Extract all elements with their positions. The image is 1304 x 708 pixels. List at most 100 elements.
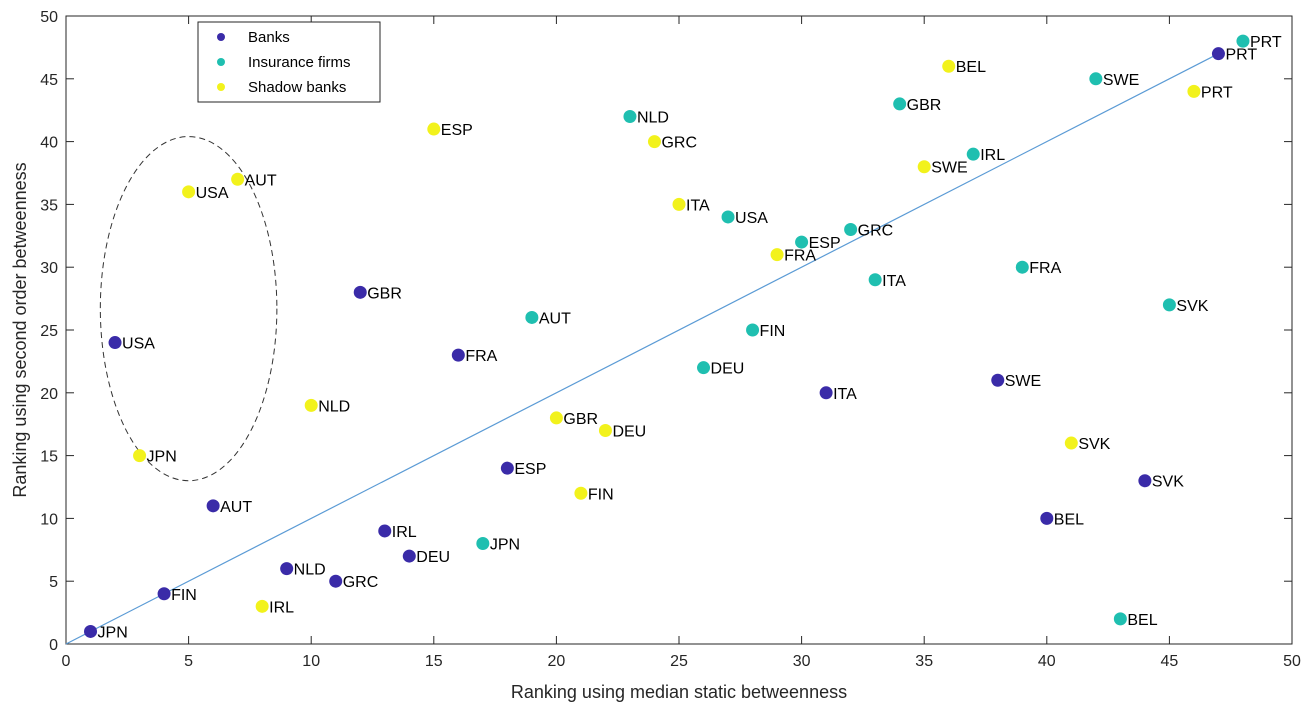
point-label: AUT — [220, 499, 252, 516]
data-points — [84, 34, 1250, 638]
y-tick-label: 20 — [40, 386, 58, 403]
y-tick-label: 25 — [40, 323, 58, 340]
point-label: SWE — [1005, 373, 1041, 390]
data-point — [966, 147, 980, 161]
data-point — [133, 449, 147, 463]
data-point — [549, 411, 563, 425]
data-point — [819, 386, 833, 400]
x-axis-label: Ranking using median static betweenness — [511, 682, 847, 702]
y-tick-label: 0 — [49, 637, 58, 654]
data-point — [917, 160, 931, 174]
legend-entry: Shadow banks — [248, 79, 346, 96]
data-point — [721, 210, 735, 224]
point-label: BEL — [956, 59, 986, 76]
legend-marker — [217, 83, 225, 91]
data-point — [868, 273, 882, 287]
point-label: AUT — [245, 172, 277, 189]
point-label: FIN — [171, 587, 197, 604]
y-tick-label: 15 — [40, 449, 58, 466]
point-label: NLD — [637, 109, 669, 126]
x-tick-label: 50 — [1283, 653, 1301, 670]
reference-line-layer — [65, 53, 1219, 645]
point-label: PRT — [1225, 47, 1257, 64]
point-label: ESP — [514, 461, 546, 478]
point-label: FRA — [465, 348, 497, 365]
point-label: USA — [122, 336, 155, 353]
data-point — [157, 587, 171, 601]
point-label: PRT — [1201, 84, 1233, 101]
point-label: IRL — [269, 599, 294, 616]
point-label: SWE — [1103, 72, 1139, 89]
legend-marker — [217, 33, 225, 41]
point-label: IRL — [392, 524, 417, 541]
data-point — [1162, 298, 1176, 312]
point-label: JPN — [490, 537, 520, 554]
point-label: DEU — [612, 423, 646, 440]
point-label: GBR — [907, 97, 942, 114]
data-point — [1211, 47, 1225, 61]
data-point — [598, 423, 612, 437]
point-label: FRA — [784, 248, 816, 265]
x-tick-label: 0 — [62, 653, 71, 670]
y-tick-label: 45 — [40, 72, 58, 89]
data-point — [378, 524, 392, 538]
legend-entry: Banks — [248, 29, 290, 46]
x-tick-label: 40 — [1038, 653, 1056, 670]
legend-box — [197, 21, 381, 103]
data-point — [280, 562, 294, 576]
data-point — [1089, 72, 1103, 86]
data-point — [1138, 474, 1152, 488]
x-tick-label: 20 — [548, 653, 566, 670]
data-point — [1187, 84, 1201, 98]
point-label: NLD — [294, 562, 326, 579]
x-tick-label: 45 — [1161, 653, 1179, 670]
point-label: BEL — [1054, 511, 1084, 528]
data-point — [476, 537, 490, 551]
point-label: GRC — [343, 574, 379, 591]
data-point — [206, 499, 220, 513]
point-label: SWE — [931, 160, 967, 177]
data-point — [697, 361, 711, 375]
point-label: JPN — [147, 449, 177, 466]
x-tick-label: 5 — [184, 653, 193, 670]
y-tick-label: 5 — [49, 574, 58, 591]
data-point — [770, 248, 784, 262]
point-label: FRA — [1029, 260, 1061, 277]
data-point — [329, 574, 343, 588]
data-point — [427, 122, 441, 136]
point-label: SVK — [1176, 298, 1208, 315]
y-tick-label: 40 — [40, 135, 58, 152]
highlight-ellipse-layer — [99, 136, 278, 482]
data-point — [182, 185, 196, 199]
data-point — [255, 599, 269, 613]
point-label: ITA — [833, 386, 857, 403]
axes: 0 5 10 15 20 25 30 35 40 45 50 0 5 10 15 20 25 30 35 40 45 50 — [40, 9, 1301, 670]
legend: Banks Insurance firms Shadow banks — [197, 21, 381, 103]
data-point — [623, 109, 637, 123]
legend-marker — [217, 58, 225, 66]
data-point — [500, 461, 514, 475]
data-point — [647, 135, 661, 149]
point-label: AUT — [539, 310, 571, 327]
y-axis-label: Ranking using second order betweenness — [10, 162, 30, 497]
point-label: GRC — [661, 135, 697, 152]
point-label: IRL — [980, 147, 1005, 164]
data-point — [231, 172, 245, 186]
data-point — [1236, 34, 1250, 48]
data-point — [574, 486, 588, 500]
point-label: ESP — [441, 122, 473, 139]
point-label: PRT — [1250, 34, 1282, 51]
data-point — [991, 373, 1005, 387]
point-label: BEL — [1127, 612, 1157, 629]
point-label: SVK — [1078, 436, 1110, 453]
y-tick-label: 10 — [40, 511, 58, 528]
data-point — [844, 223, 858, 237]
y-tick-label: 35 — [40, 197, 58, 214]
data-point — [746, 323, 760, 337]
point-label: NLD — [318, 398, 350, 415]
data-point — [1040, 511, 1054, 525]
x-tick-label: 15 — [425, 653, 443, 670]
data-point — [672, 197, 686, 211]
data-point — [1113, 612, 1127, 626]
point-label: USA — [196, 185, 229, 202]
